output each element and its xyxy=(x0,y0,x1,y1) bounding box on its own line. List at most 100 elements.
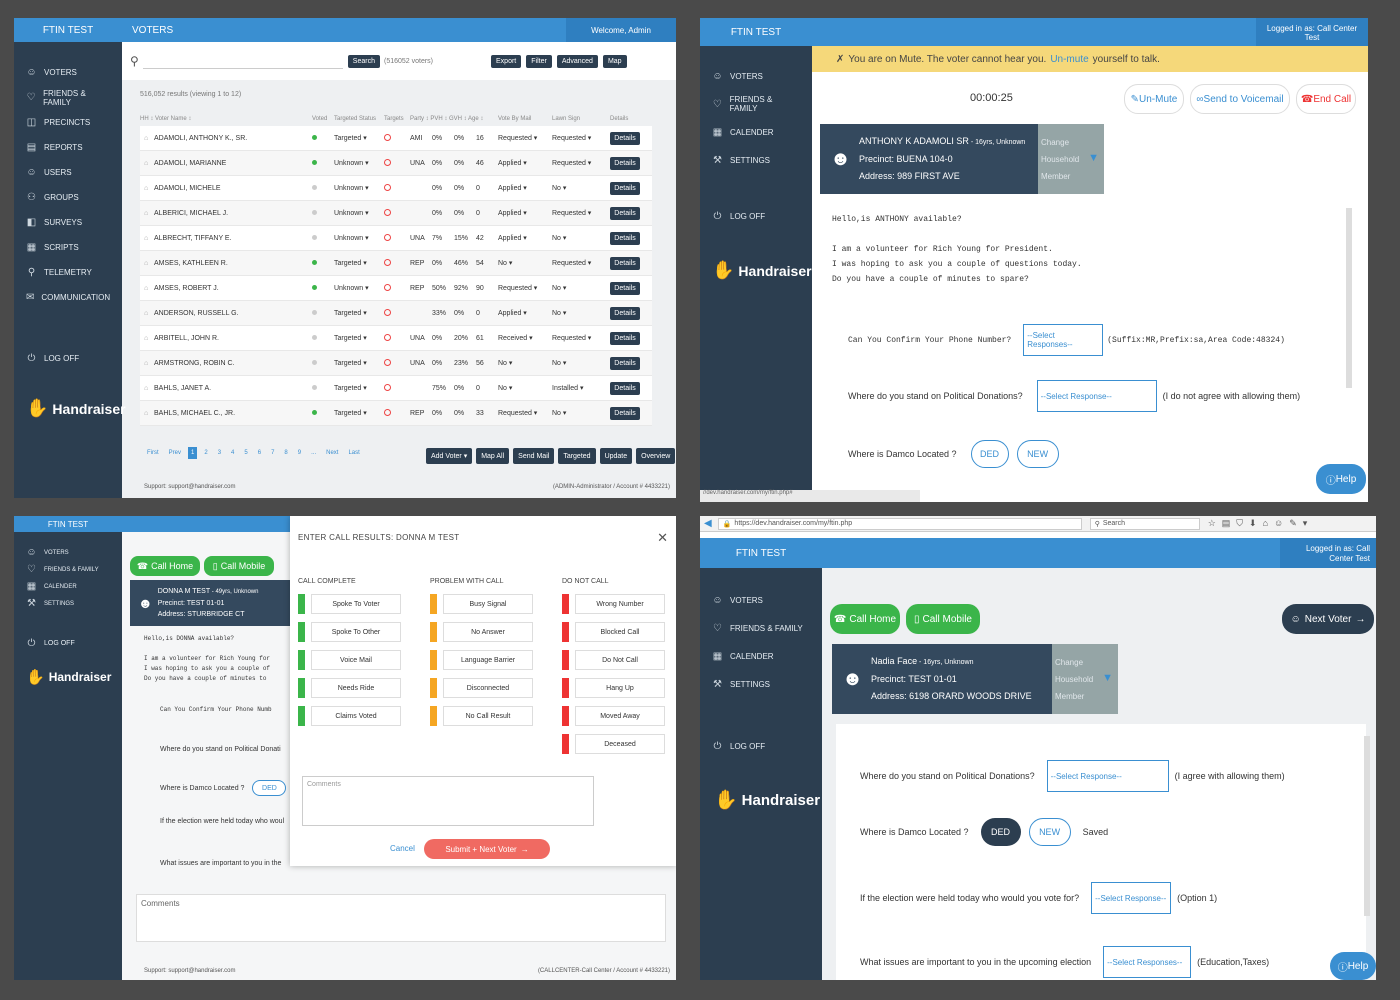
search-button[interactable]: Search xyxy=(347,54,380,68)
scrollbar[interactable] xyxy=(1346,208,1352,388)
url-bar[interactable]: 🔒 https://dev.handraiser.com/my/ftin.php xyxy=(717,517,1082,530)
details-button[interactable]: Details xyxy=(610,356,640,370)
target-icon[interactable] xyxy=(384,333,391,341)
logoff-link[interactable]: ⏻ LOG OFF xyxy=(27,352,80,364)
result-option[interactable]: Hang Up xyxy=(562,678,666,698)
voter-name-cell[interactable]: ALBRECHT, TIFFANY E. xyxy=(154,234,232,242)
vbm-cell[interactable]: No ▾ xyxy=(498,260,513,267)
lawn-cell[interactable]: No ▾ xyxy=(552,310,567,317)
scrollbar[interactable] xyxy=(1364,736,1370,916)
vbm-cell[interactable]: Applied ▾ xyxy=(498,235,527,242)
result-option[interactable]: Disconnected xyxy=(430,678,534,698)
vbm-cell[interactable]: No ▾ xyxy=(498,385,513,392)
page-link[interactable]: 4 xyxy=(231,450,235,456)
election-select[interactable]: --Select Response-- xyxy=(1091,882,1172,914)
call-home-button[interactable]: ☎ Call Home xyxy=(830,604,900,634)
nav-item-friends-family[interactable]: ♡ FRIENDS & FAMILY xyxy=(27,564,99,575)
target-icon[interactable] xyxy=(384,158,391,166)
page-link[interactable]: 3 xyxy=(217,450,222,456)
vbm-cell[interactable]: Requested ▾ xyxy=(498,285,538,292)
nav-item-scripts[interactable]: ▦ SCRIPTS xyxy=(26,242,79,253)
target-icon[interactable] xyxy=(384,208,391,216)
status-cell[interactable]: Unknown ▾ xyxy=(334,235,369,242)
status-cell[interactable]: Targeted ▾ xyxy=(334,410,367,417)
voter-name-cell[interactable]: BAHLS, JANET A. xyxy=(154,384,212,392)
nav-item-voters[interactable]: ☺ VOTERS xyxy=(26,547,69,558)
damco-new-option[interactable]: NEW xyxy=(1016,440,1059,468)
nav-item-settings[interactable]: ⚒ SETTINGS xyxy=(713,678,771,690)
page-link[interactable]: Last xyxy=(348,450,360,456)
vbm-cell[interactable]: Requested ▾ xyxy=(498,135,538,142)
page-link[interactable]: 2 xyxy=(204,450,208,456)
damco-ded-option[interactable]: DED xyxy=(970,440,1009,468)
phone-select[interactable]: --Select Responses-- xyxy=(1023,324,1104,356)
nav-item-surveys[interactable]: ◧ SURVEYS xyxy=(26,217,83,228)
target-icon[interactable] xyxy=(384,233,391,241)
voter-name-cell[interactable]: ARMSTRONG, ROBIN C. xyxy=(154,359,235,367)
page-link[interactable]: 8 xyxy=(284,450,288,456)
page-link[interactable]: 5 xyxy=(244,450,248,456)
bottom-action-button[interactable]: Add Voter ▾ xyxy=(426,448,473,464)
page-link[interactable]: ... xyxy=(311,450,317,456)
status-cell[interactable]: Unknown ▾ xyxy=(334,285,369,292)
nav-item-voters[interactable]: ☺ VOTERS xyxy=(712,594,763,606)
details-button[interactable]: Details xyxy=(610,206,640,220)
bottom-action-button[interactable]: Update xyxy=(599,448,633,464)
result-option[interactable]: Wrong Number xyxy=(562,594,666,614)
logoff-link[interactable]: ⏻ LOG OFF xyxy=(713,740,766,752)
target-icon[interactable] xyxy=(384,383,391,391)
damco-ded-option[interactable]: DED xyxy=(252,780,287,796)
close-icon[interactable]: ✕ xyxy=(657,530,668,545)
nav-item-users[interactable]: ☺ USERS xyxy=(26,167,72,178)
vbm-cell[interactable]: Applied ▾ xyxy=(498,160,527,167)
damco-new-option[interactable]: NEW xyxy=(1028,818,1071,846)
page-link[interactable]: Next xyxy=(326,450,339,456)
browser-search[interactable]: ⚲ Search xyxy=(1089,517,1200,530)
next-voter-button[interactable]: ☺ Next Voter → xyxy=(1282,604,1374,634)
cancel-button[interactable]: Cancel xyxy=(390,844,415,853)
map-button[interactable]: Map xyxy=(602,54,627,68)
vbm-cell[interactable]: No ▾ xyxy=(498,360,513,367)
lawn-cell[interactable]: No ▾ xyxy=(552,285,567,292)
details-button[interactable]: Details xyxy=(610,331,640,345)
details-button[interactable]: Details xyxy=(610,131,640,145)
voter-name-cell[interactable]: AMSES, KATHLEEN R. xyxy=(154,259,228,267)
target-icon[interactable] xyxy=(384,358,391,366)
export-button[interactable]: Export xyxy=(491,54,522,68)
vbm-cell[interactable]: Received ▾ xyxy=(498,335,533,342)
help-button[interactable]: ⓘ Help xyxy=(1330,952,1376,980)
back-icon[interactable]: ◀ xyxy=(704,518,712,529)
lawn-cell[interactable]: Requested ▾ xyxy=(552,210,592,217)
modal-comments[interactable]: Comments xyxy=(302,776,594,826)
target-icon[interactable] xyxy=(384,308,391,316)
nav-item-groups[interactable]: ⚇ GROUPS xyxy=(27,192,79,203)
nav-item-friends-family[interactable]: ♡ FRIENDS & FAMILY xyxy=(712,95,773,113)
bottom-action-button[interactable]: Send Mail xyxy=(513,448,555,464)
result-option[interactable]: No Answer xyxy=(430,622,534,642)
nav-item-telemetry[interactable]: ⚲ TELEMETRY xyxy=(27,267,92,278)
lawn-cell[interactable]: No ▾ xyxy=(552,360,567,367)
result-option[interactable]: Deceased xyxy=(562,734,666,754)
target-icon[interactable] xyxy=(384,183,391,191)
result-option[interactable]: Busy Signal xyxy=(430,594,534,614)
status-cell[interactable]: Targeted ▾ xyxy=(334,135,367,142)
lawn-cell[interactable]: Requested ▾ xyxy=(552,160,592,167)
status-cell[interactable]: Unknown ▾ xyxy=(334,210,369,217)
call-mobile-button[interactable]: ▯ Call Mobile xyxy=(204,556,274,576)
search-input[interactable] xyxy=(142,53,343,69)
result-option[interactable]: No Call Result xyxy=(430,706,534,726)
status-cell[interactable]: Targeted ▾ xyxy=(334,310,367,317)
issues-select[interactable]: --Select Responses-- xyxy=(1103,946,1192,978)
vbm-cell[interactable]: Applied ▾ xyxy=(498,310,527,317)
voter-name-cell[interactable]: BAHLS, MICHAEL C., JR. xyxy=(154,409,236,417)
result-option[interactable]: Needs Ride xyxy=(298,678,402,698)
voter-name-cell[interactable]: ANDERSON, RUSSELL G. xyxy=(154,309,239,317)
donations-select[interactable]: --Select Response-- xyxy=(1036,380,1157,412)
voter-name-cell[interactable]: ADAMOLI, ANTHONY K., SR. xyxy=(154,134,248,142)
nav-item-settings[interactable]: ⚒ SETTINGS xyxy=(713,154,771,166)
unmute-button[interactable]: ✎ Un-Mute xyxy=(1124,84,1184,114)
voicemail-button[interactable]: ∞ Send to Voicemail xyxy=(1190,84,1290,114)
lawn-cell[interactable]: No ▾ xyxy=(552,410,567,417)
change-household-button[interactable]: Change Household Member ▼ xyxy=(1038,124,1104,194)
advanced-button[interactable]: Advanced xyxy=(556,54,598,68)
